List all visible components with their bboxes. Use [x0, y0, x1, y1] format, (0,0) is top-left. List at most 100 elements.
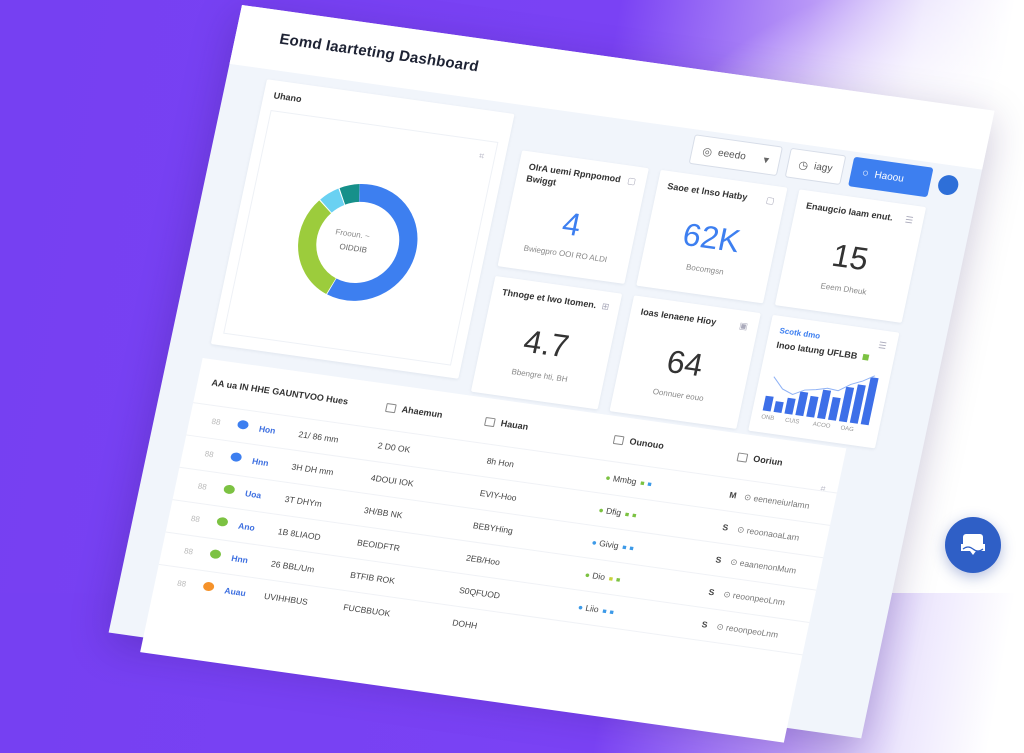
row-date: 1B 8LIAOD — [277, 526, 322, 543]
row-name[interactable]: Hnn — [251, 455, 270, 469]
row-detail: ⊙ reoonpeoLnm — [722, 588, 787, 608]
dropdown-label: eeedo — [717, 147, 747, 162]
table-title-text: AA ua IN HHE GAUNTVOO Hues — [210, 377, 350, 407]
column-header-label: Ounouo — [628, 436, 665, 451]
column-icon — [385, 402, 397, 413]
row-badge: S — [707, 586, 716, 598]
row-status: ● Dfig ■ ■ — [597, 504, 637, 520]
globe-icon: ◎ — [701, 145, 714, 159]
stat-value: 4.7 — [520, 322, 573, 365]
image-icon[interactable]: ▣ — [738, 320, 749, 332]
column-header[interactable]: Ooriun — [736, 451, 784, 468]
column-icon — [484, 416, 496, 427]
period-dropdown[interactable]: ◎ eeedo ▾ — [688, 134, 784, 177]
page-title: Eomd Iaarteting Dashboard — [277, 30, 481, 76]
stat-card-4: Thnoge et lwo Itomen. ⊞ 4.7 Bbengre hti,… — [470, 275, 623, 410]
row-checkbox[interactable]: 88 — [190, 513, 201, 525]
row-name[interactable]: Hon — [258, 423, 277, 436]
chat-button[interactable] — [945, 517, 1001, 573]
secondary-button-label: iagy — [813, 160, 834, 175]
row-amount: BTFIB ROK — [349, 569, 396, 586]
row-status: ● Mmbg ■ ■ — [604, 472, 653, 489]
status-dot — [222, 484, 236, 495]
row-checkbox[interactable]: 88 — [183, 546, 194, 557]
row-status-text: Dio — [591, 570, 607, 583]
bar-chart-label: Scotk dmo — [778, 326, 822, 341]
data-table: AA ua IN HHE GAUNTVOO Hues Ahaemun Hauan… — [140, 357, 847, 743]
primary-button-label: Haoou — [873, 169, 905, 185]
column-header[interactable]: Ahaemun — [385, 402, 444, 420]
status-dot — [202, 581, 216, 592]
stat-card-3: Enaugcio Iaam enut. ☰ 15 Eeem Dheuk — [774, 189, 927, 323]
row-name[interactable]: Hnn — [230, 553, 249, 566]
row-status-text: Liio — [584, 602, 600, 615]
bar-chart-card: Scotk dmo Inoo Iatung UFLBB ☰ ONB — [748, 314, 900, 449]
row-detail: ⊙ eaanenonMum — [729, 556, 798, 576]
row-badge: S — [700, 619, 709, 630]
row-checkbox[interactable]: 88 — [196, 481, 208, 492]
row-amount: 2 D0 OK — [376, 440, 412, 455]
row-value: EVIY-Hoo — [478, 487, 518, 503]
stat-value: 15 — [828, 236, 872, 278]
stat-title: Thnoge et lwo Itomen. — [501, 287, 598, 311]
row-checkbox[interactable]: 88 — [210, 416, 222, 427]
list-icon[interactable]: ☰ — [904, 214, 915, 226]
row-status-text: Dfig — [605, 505, 623, 518]
donut-chart — [298, 183, 418, 301]
bar-chart: ONB CUIS ACOO OAG — [761, 375, 879, 433]
row-checkbox[interactable]: 88 — [176, 578, 188, 589]
status-dot — [216, 516, 229, 527]
row-detail-text: eaanenonMum — [738, 557, 798, 576]
row-detail: ⊙ reoonaoaLarn — [736, 524, 801, 543]
column-icon — [736, 451, 749, 463]
svg-text:OAG: OAG — [840, 425, 855, 433]
stat-title: Enaugcio Iaam enut. — [805, 200, 894, 223]
row-date: 3T DHYm — [283, 493, 323, 509]
row-badge: S — [714, 554, 723, 566]
stat-value: 62K — [679, 216, 744, 260]
clock-icon: ◷ — [797, 158, 810, 172]
row-name[interactable]: Ano — [237, 520, 256, 533]
bookmark-icon[interactable]: ▢ — [626, 175, 637, 187]
bookmark-icon[interactable]: ▢ — [765, 194, 776, 206]
dashboard-window: Eomd Iaarteting Dashboard Uhano ⌗ Frooun… — [108, 5, 995, 743]
row-amount: FUCBBUOK — [342, 602, 392, 619]
row-detail-text: reoonaoaLarn — [745, 525, 801, 543]
avatar[interactable] — [936, 173, 961, 197]
stat-title-line2: Bwiggt — [525, 173, 558, 188]
status-dot — [236, 419, 250, 430]
svg-text:CUIS: CUIS — [784, 418, 799, 426]
column-icon — [612, 434, 625, 445]
svg-text:ONB: ONB — [761, 414, 775, 422]
row-status-text: Mmbg — [612, 473, 638, 487]
column-header[interactable]: Hauan — [484, 416, 529, 432]
row-name[interactable]: Uoa — [244, 488, 263, 501]
chat-icon — [961, 534, 985, 555]
row-status: ● Dio ■ ■ — [583, 569, 621, 585]
row-value: 2EB/Hoo — [465, 552, 501, 568]
secondary-button[interactable]: ◷ iagy — [784, 147, 847, 185]
card-title: Uhano — [272, 90, 303, 105]
list-icon[interactable]: ☰ — [877, 339, 888, 351]
row-amount: 3H/BB NK — [363, 505, 404, 521]
row-detail: ⊙ eeneneiurlamn — [743, 491, 811, 511]
table-title: AA ua IN HHE GAUNTVOO Hues — [211, 378, 349, 407]
stat-title: Saoe et lnso Hatby — [666, 181, 749, 203]
row-name[interactable]: Auau — [223, 585, 247, 599]
stat-card-5: Ioas Ienaene Hioy ▣ 64 Oonnuer eouo — [609, 295, 761, 429]
status-dot — [209, 548, 222, 560]
row-detail-text: reoonpeoLnm — [725, 622, 780, 640]
row-value: 8h Hon — [485, 455, 516, 470]
row-detail-text: eeneneiurlamn — [752, 493, 811, 511]
primary-action-button[interactable]: ○ Haoou — [848, 156, 934, 198]
row-amount: BEOIDFTR — [356, 537, 401, 554]
row-status: ● Givig ■ ■ — [590, 537, 635, 553]
column-header[interactable]: Ounouo — [612, 434, 665, 451]
row-checkbox[interactable]: 88 — [203, 449, 215, 460]
grid-icon[interactable]: ⊞ — [600, 301, 611, 312]
stat-title: Ioas Ienaene Hioy — [639, 306, 718, 327]
row-date: UVIHHBUS — [263, 590, 309, 607]
bar-chart-title-text: Inoo Iatung UFLBB — [775, 339, 859, 361]
stat-card-1: OIrA uemi Rpnpomod Bwiggt ▢ 4 Bwiegpro O… — [497, 150, 649, 284]
stat-value: 64 — [663, 343, 707, 384]
